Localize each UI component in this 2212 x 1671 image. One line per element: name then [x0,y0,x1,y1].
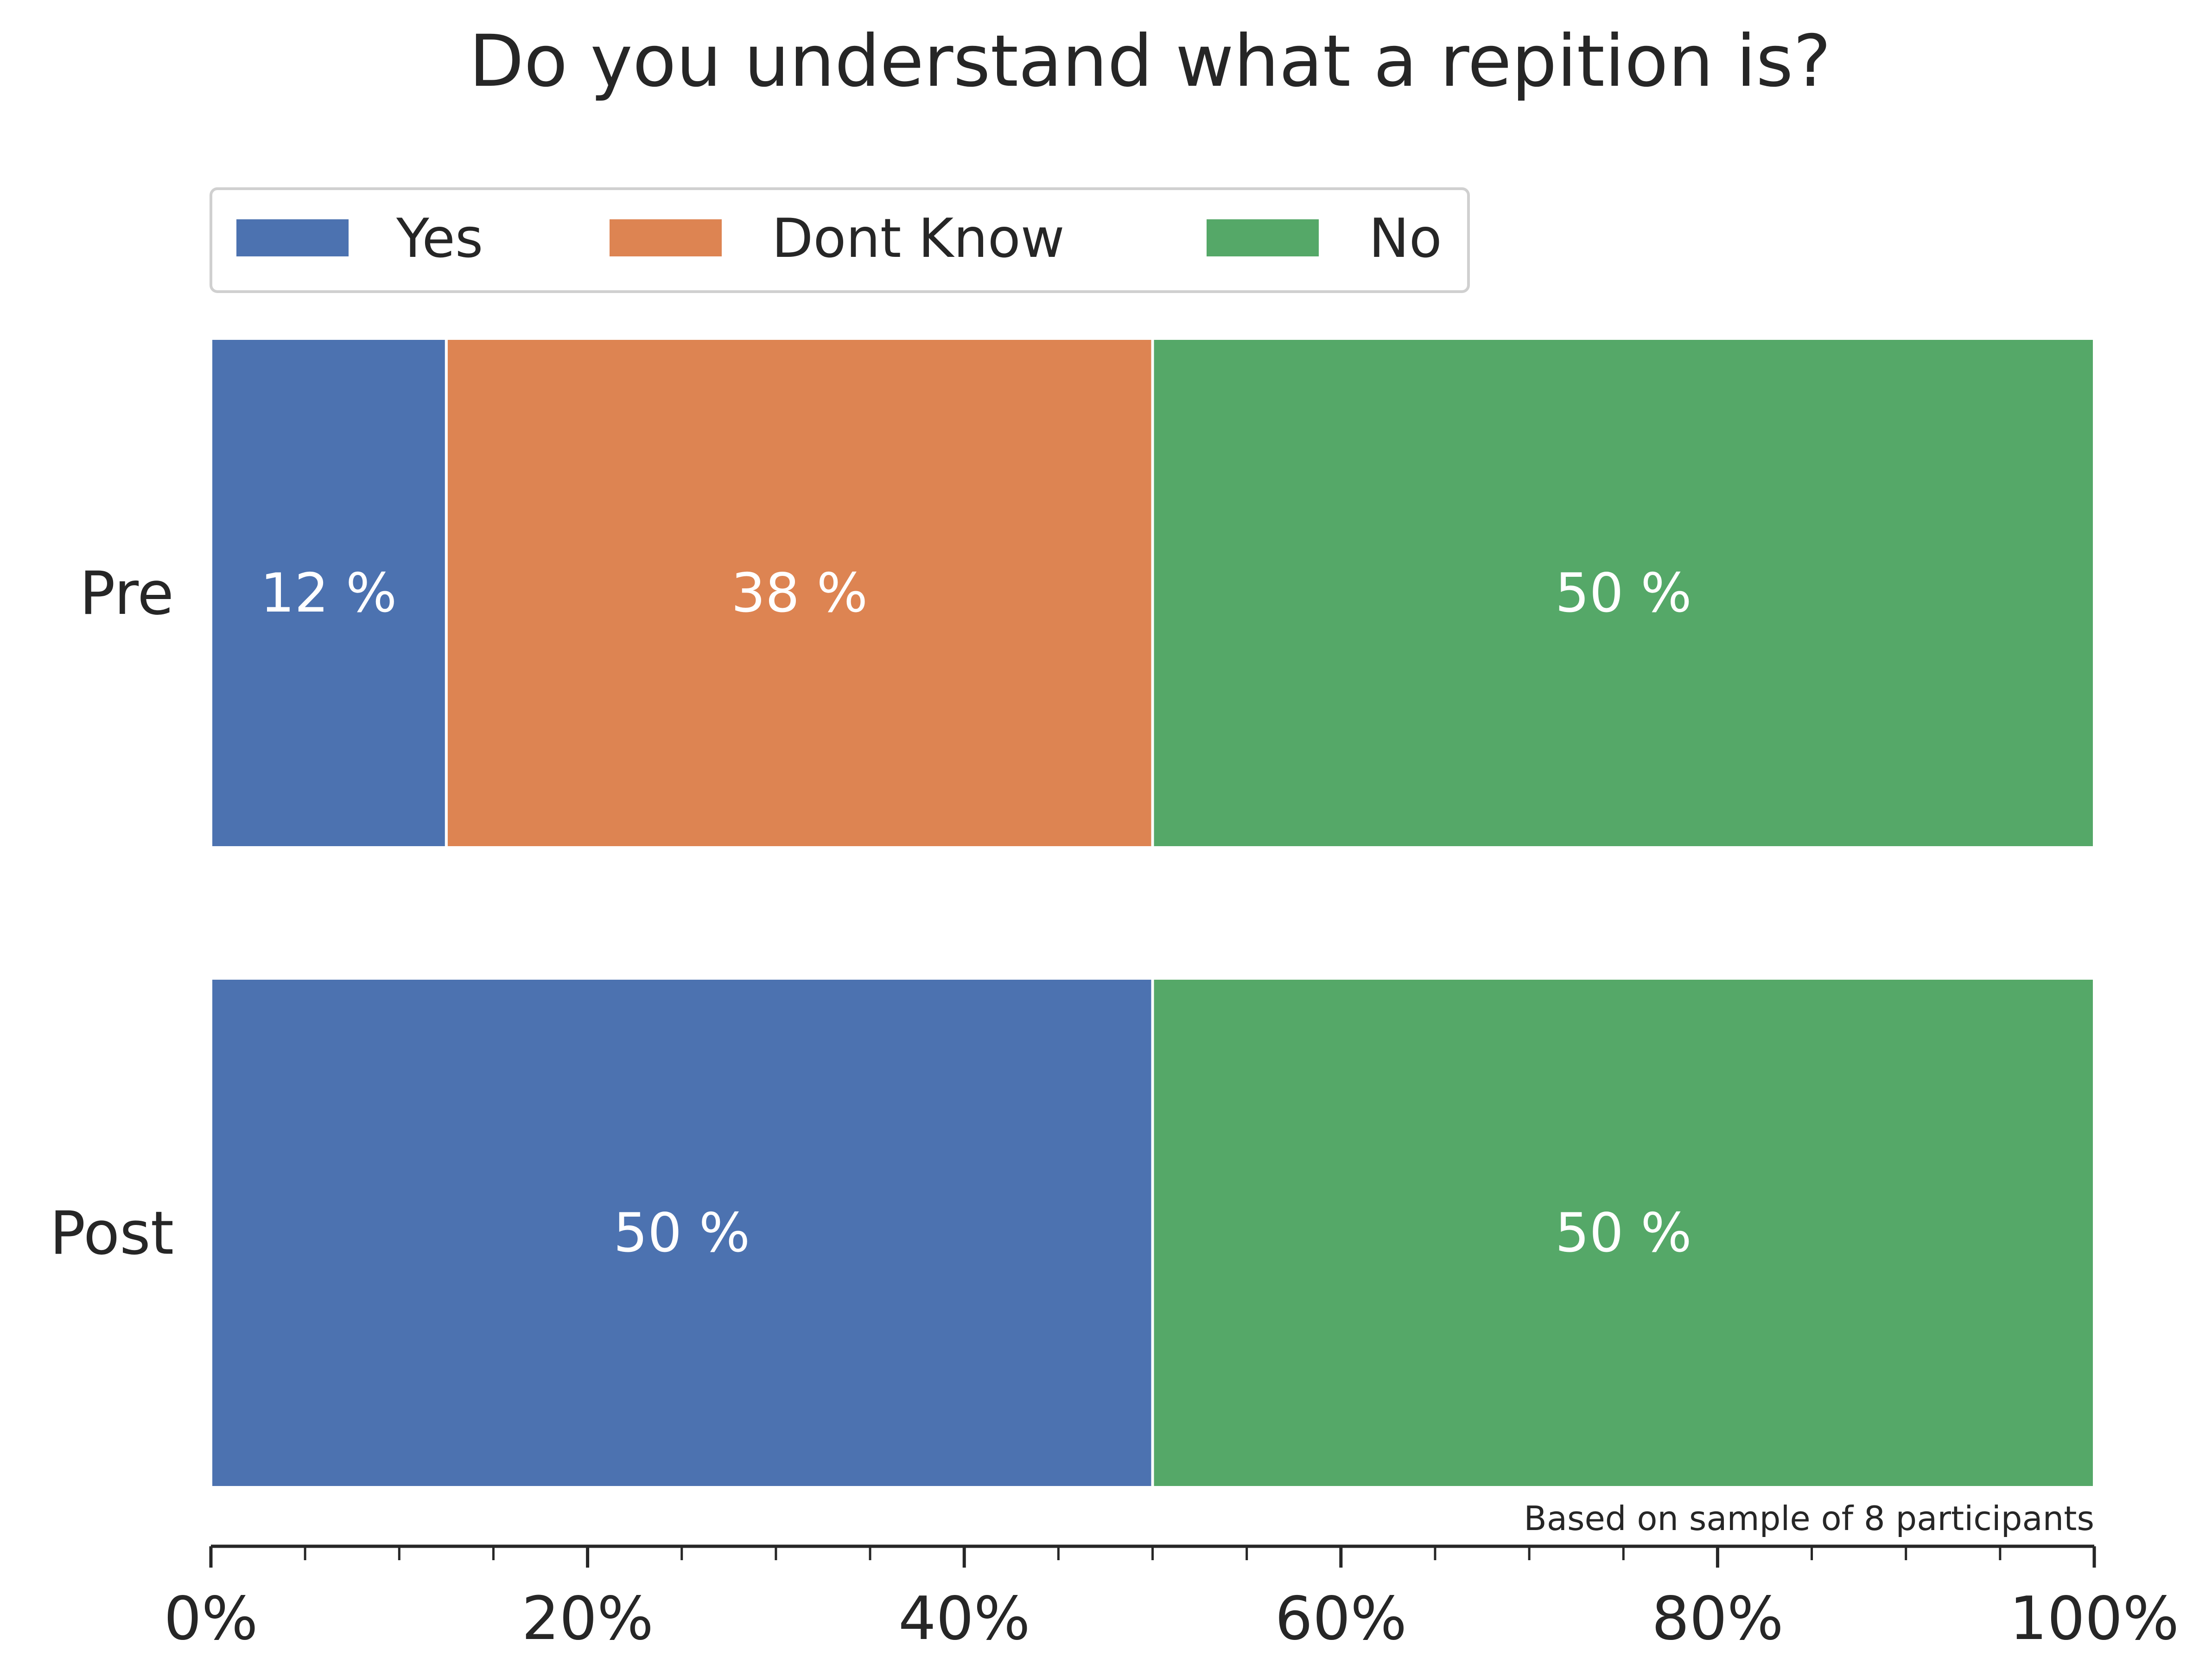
legend-swatch-dont-know [610,219,722,256]
x-axis: 0% 20% 40% 60% 80% 100% [164,1544,2179,1653]
legend-label-yes: Yes [396,207,483,270]
bar-label-pre-no: 50 % [1555,562,1692,625]
y-tick-label-post: Post [50,1199,174,1268]
bar-pre-no [1151,337,2096,849]
bar-label-pre-dont-know: 38 % [731,562,868,625]
legend-label-dont-know: Dont Know [772,207,1065,270]
sample-note: Based on sample of 8 participants [1524,1499,2094,1538]
chart-title: Do you understand what a repition is? [469,20,1831,103]
x-tick-label: 80% [1652,1584,1784,1653]
bar-pre-dont-know [445,337,1154,849]
legend: Yes Dont Know No [210,187,1470,293]
x-tick-label: 60% [1275,1584,1407,1653]
bar-label-post-no: 50 % [1555,1202,1692,1264]
bar-label-pre-yes: 12 % [261,562,397,625]
x-tick-label: 0% [164,1584,258,1653]
legend-swatch-yes [236,219,349,256]
x-tick-label: 100% [2009,1584,2179,1653]
bar-post-yes [210,977,1154,1489]
bars-group: 12 % 38 % 50 % 50 % 50 % [210,337,2096,1489]
y-tick-label-pre: Pre [80,559,174,628]
legend-swatch-no [1207,219,1319,256]
y-axis: Pre Post [50,559,174,1268]
bar-label-post-yes: 50 % [613,1202,750,1264]
legend-label-no: No [1369,207,1442,270]
legend-frame [210,187,1470,293]
x-tick-label: 20% [521,1584,654,1653]
bar-post-no [1151,977,2096,1489]
x-tick-label: 40% [898,1584,1030,1653]
bar-pre-yes [210,337,448,849]
